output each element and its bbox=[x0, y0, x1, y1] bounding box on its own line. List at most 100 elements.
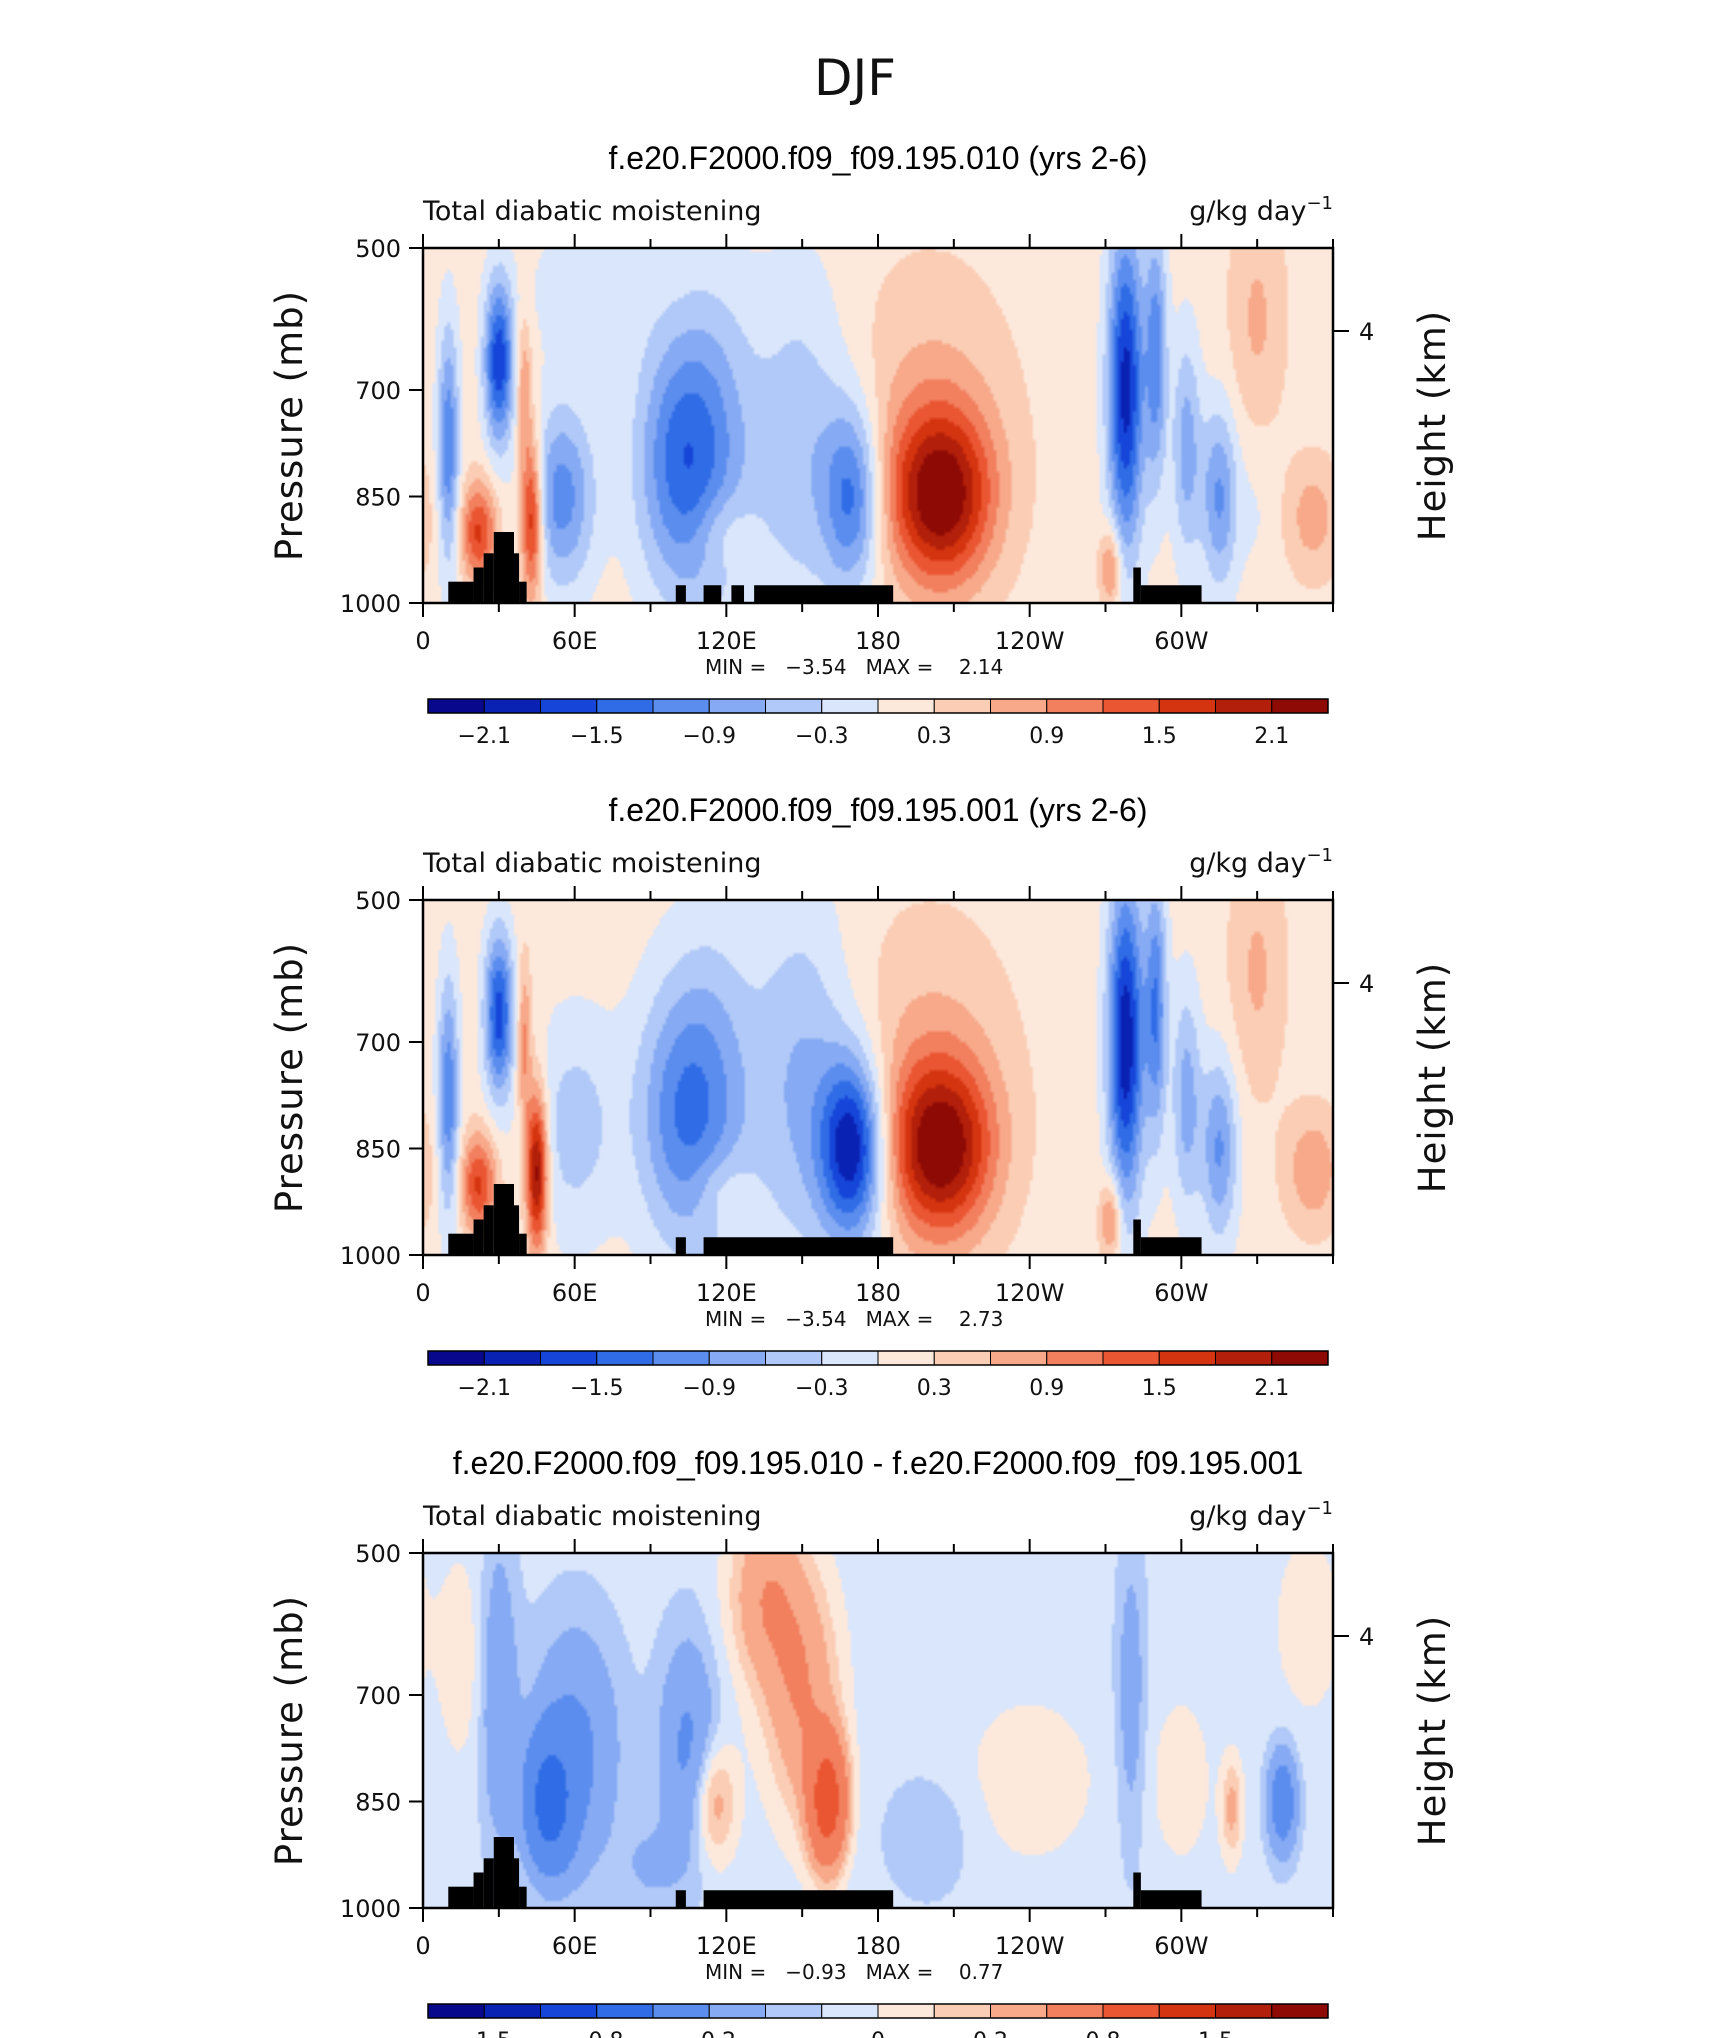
land-mask bbox=[448, 1233, 474, 1255]
colorbar-swatch bbox=[1271, 1350, 1329, 1366]
land-mask bbox=[731, 585, 745, 603]
x-tick-label: 60W bbox=[1154, 627, 1208, 655]
colorbar-label: 1.5 bbox=[1142, 1376, 1177, 1401]
min-max-stats: MIN = −3.54 MAX = 2.73 bbox=[705, 1307, 1003, 1331]
x-tick-label: 120W bbox=[995, 627, 1065, 655]
units-label: g/kg day−1 bbox=[1189, 845, 1333, 879]
colorbar-swatch bbox=[427, 698, 485, 714]
land-mask bbox=[1140, 1237, 1202, 1255]
colorbar-swatch bbox=[765, 2003, 823, 2019]
colorbar-swatch bbox=[1102, 1350, 1160, 1366]
land-mask bbox=[703, 1890, 894, 1908]
colorbar-swatch bbox=[427, 2003, 485, 2019]
y-axis-title-right: Height (km) bbox=[1411, 310, 1454, 541]
min-max-stats: MIN = −0.93 MAX = 0.77 bbox=[705, 1960, 1003, 1984]
colorbar-swatch bbox=[596, 698, 654, 714]
x-tick-label: 60W bbox=[1154, 1279, 1208, 1307]
panel-2: f.e20.F2000.f09_f09.195.001 (yrs 2-6) Tot… bbox=[268, 792, 1454, 1401]
right-tick-label: 4 bbox=[1359, 1623, 1374, 1651]
y-tick-label: 1000 bbox=[340, 590, 401, 618]
colorbar-label: −1.5 bbox=[570, 1376, 623, 1401]
land-mask bbox=[519, 581, 527, 603]
colorbar-swatch bbox=[1215, 698, 1273, 714]
land-mask bbox=[483, 1858, 494, 1908]
y-tick-label: 700 bbox=[355, 1029, 401, 1057]
colorbar-label: −1.5 bbox=[570, 724, 623, 749]
colorbar-label: 2.1 bbox=[1254, 1376, 1289, 1401]
land-mask bbox=[473, 1872, 484, 1908]
colorbar-label: −0.2 bbox=[683, 2029, 736, 2038]
y-tick-label: 850 bbox=[355, 1789, 401, 1817]
land-mask bbox=[754, 585, 894, 603]
units-exponent: −1 bbox=[1306, 193, 1333, 214]
land-mask bbox=[514, 553, 520, 603]
y-tick-label: 500 bbox=[355, 887, 401, 915]
land-mask bbox=[1133, 1219, 1141, 1255]
units-exponent: −1 bbox=[1306, 845, 1333, 866]
land-mask bbox=[483, 1205, 494, 1255]
colorbar-swatch bbox=[1271, 2003, 1329, 2019]
colorbar-swatch bbox=[1046, 698, 1104, 714]
colorbar-swatch bbox=[1215, 1350, 1273, 1366]
x-tick-label: 0 bbox=[415, 1279, 430, 1307]
colorbar-label: −2.1 bbox=[458, 1376, 511, 1401]
colorbar-swatch bbox=[1158, 698, 1216, 714]
colorbar-label: 0.3 bbox=[917, 724, 952, 749]
colorbar-swatch bbox=[990, 698, 1048, 714]
contour-field bbox=[423, 1553, 1333, 1908]
y-axis-title: Pressure (mb) bbox=[268, 1595, 311, 1866]
land-mask bbox=[675, 1890, 686, 1908]
x-tick-label: 0 bbox=[415, 1932, 430, 1960]
units-base: g/kg day bbox=[1189, 848, 1306, 879]
colorbar-label: −0.3 bbox=[795, 724, 848, 749]
y-tick-label: 700 bbox=[355, 377, 401, 405]
colorbar-label: −0.3 bbox=[795, 1376, 848, 1401]
land-mask bbox=[493, 1184, 514, 1255]
units-exponent: −1 bbox=[1306, 1498, 1333, 1519]
panels: f.e20.F2000.f09_f09.195.010 (yrs 2-6) Tot… bbox=[268, 140, 1454, 2038]
right-tick-label: 4 bbox=[1359, 970, 1374, 998]
colorbar-label: −0.9 bbox=[683, 724, 736, 749]
panel-title: f.e20.F2000.f09_f09.195.010 - f.e20.F200… bbox=[453, 1445, 1303, 1481]
y-axis-title-right: Height (km) bbox=[1411, 1615, 1454, 1846]
y-tick-label: 500 bbox=[355, 1540, 401, 1568]
colorbar-swatch bbox=[1046, 1350, 1104, 1366]
panel-1: f.e20.F2000.f09_f09.195.010 (yrs 2-6) Tot… bbox=[268, 140, 1454, 749]
colorbar-label: 1.5 bbox=[1142, 724, 1177, 749]
y-tick-label: 850 bbox=[355, 1136, 401, 1164]
colorbar-swatch bbox=[483, 698, 541, 714]
land-mask bbox=[473, 567, 484, 603]
colorbar: −2.1 −1.5 −0.9 −0.3 0.3 0.9 1.5 2.1 bbox=[427, 1350, 1329, 1401]
colorbar-swatch bbox=[596, 1350, 654, 1366]
colorbar: −1.5 −0.8 −0.2 0 0.2 0.8 1.5 bbox=[427, 2003, 1329, 2038]
colorbar-swatch bbox=[933, 2003, 991, 2019]
x-tick-label: 180 bbox=[855, 1932, 901, 1960]
colorbar-frame bbox=[427, 698, 1329, 714]
colorbar-swatch bbox=[990, 2003, 1048, 2019]
figure-title: DJF bbox=[814, 49, 896, 107]
land-mask bbox=[493, 1837, 514, 1908]
colorbar-swatch bbox=[652, 2003, 710, 2019]
colorbar-swatch bbox=[990, 1350, 1048, 1366]
x-tick-label: 60E bbox=[552, 1279, 598, 1307]
land-mask bbox=[675, 1237, 686, 1255]
colorbar: −2.1 −1.5 −0.9 −0.3 0.3 0.9 1.5 2.1 bbox=[427, 698, 1329, 749]
contour-field bbox=[423, 900, 1333, 1255]
panel-title: f.e20.F2000.f09_f09.195.001 (yrs 2-6) bbox=[608, 792, 1147, 828]
colorbar-frame bbox=[427, 2003, 1329, 2019]
colorbar-swatch bbox=[540, 2003, 598, 2019]
land-mask bbox=[1133, 1872, 1141, 1908]
x-tick-label: 60E bbox=[552, 627, 598, 655]
colorbar-swatch bbox=[877, 698, 935, 714]
land-mask bbox=[473, 1219, 484, 1255]
x-tick-label: 180 bbox=[855, 1279, 901, 1307]
land-mask bbox=[703, 1237, 894, 1255]
x-tick-label: 120W bbox=[995, 1279, 1065, 1307]
units-label: g/kg day−1 bbox=[1189, 1498, 1333, 1532]
colorbar-label: 0 bbox=[871, 2029, 885, 2038]
y-tick-label: 1000 bbox=[340, 1895, 401, 1923]
colorbar-swatch bbox=[652, 698, 710, 714]
land-mask bbox=[1140, 1890, 1202, 1908]
colorbar-swatch bbox=[427, 1350, 485, 1366]
